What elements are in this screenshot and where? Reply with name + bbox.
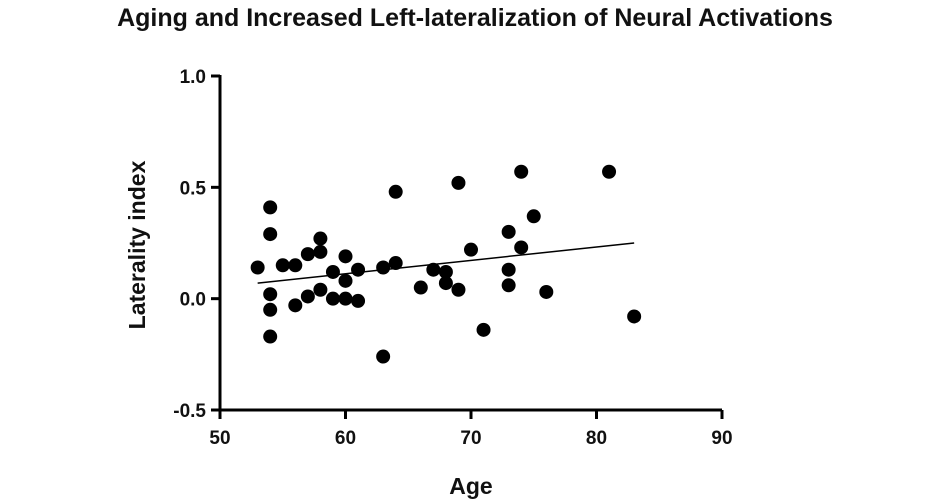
data-point bbox=[413, 280, 428, 295]
data-point bbox=[539, 284, 554, 299]
x-tick-label: 50 bbox=[209, 428, 230, 449]
y-tick-label: 0.0 bbox=[180, 290, 206, 311]
x-tick-label: 60 bbox=[335, 428, 356, 449]
data-point bbox=[263, 302, 278, 317]
x-tick-label: 80 bbox=[586, 428, 607, 449]
data-point bbox=[263, 227, 278, 242]
data-point bbox=[351, 262, 366, 277]
data-point bbox=[338, 273, 353, 288]
data-point bbox=[602, 164, 617, 179]
x-tick-label: 90 bbox=[711, 428, 732, 449]
data-point bbox=[376, 349, 391, 364]
data-point bbox=[325, 291, 340, 306]
trend-line bbox=[257, 242, 635, 284]
data-point bbox=[476, 322, 491, 337]
data-point bbox=[263, 287, 278, 302]
data-point bbox=[376, 260, 391, 275]
y-axis-label: Laterality index bbox=[124, 160, 150, 329]
data-point bbox=[501, 278, 516, 293]
data-point bbox=[514, 164, 529, 179]
data-point bbox=[526, 209, 541, 224]
data-point bbox=[426, 262, 441, 277]
data-point bbox=[438, 264, 453, 279]
data-point bbox=[313, 282, 328, 297]
data-point bbox=[627, 309, 642, 324]
y-tick-label: 0.5 bbox=[180, 178, 207, 199]
data-point bbox=[288, 258, 303, 273]
data-point bbox=[263, 329, 278, 344]
data-point bbox=[451, 175, 466, 190]
data-point bbox=[313, 231, 328, 246]
data-point bbox=[514, 240, 529, 255]
data-point bbox=[313, 244, 328, 259]
x-axis-label: Age bbox=[449, 473, 492, 499]
data-point bbox=[388, 184, 403, 199]
data-point bbox=[325, 264, 340, 279]
data-points bbox=[250, 164, 642, 364]
data-point bbox=[275, 258, 290, 273]
data-point bbox=[388, 256, 403, 271]
data-point bbox=[451, 282, 466, 297]
data-point bbox=[263, 200, 278, 215]
data-point bbox=[300, 247, 315, 262]
data-point bbox=[288, 298, 303, 313]
y-tick-label: -0.5 bbox=[173, 401, 206, 422]
chart-title: Aging and Increased Left-lateralization … bbox=[117, 4, 833, 32]
data-point bbox=[300, 289, 315, 304]
y-tick-label: 1.0 bbox=[180, 67, 206, 88]
data-point bbox=[338, 291, 353, 306]
data-point bbox=[338, 249, 353, 264]
data-point bbox=[501, 262, 516, 277]
trend-line-group bbox=[257, 242, 635, 284]
data-point bbox=[501, 224, 516, 239]
data-point bbox=[351, 293, 366, 308]
data-point bbox=[438, 276, 453, 291]
data-point bbox=[250, 260, 265, 275]
data-point bbox=[464, 242, 478, 257]
x-tick-label: 70 bbox=[460, 428, 481, 449]
axes: 50 60 70 80 90 1.0 0.5 0.0 -0.5 bbox=[173, 67, 732, 449]
